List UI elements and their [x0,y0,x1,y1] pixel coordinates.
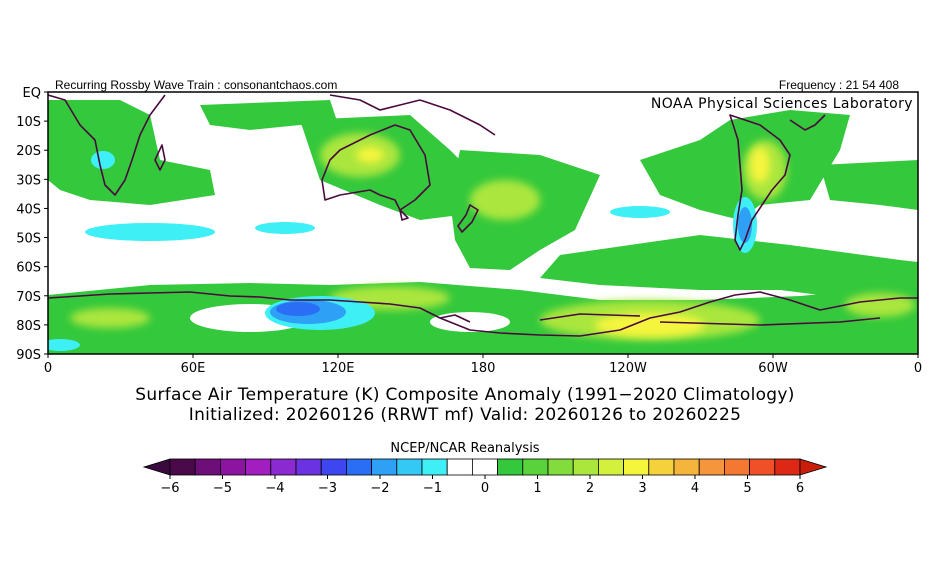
lon-tick-label: 0 [44,361,52,376]
colorbar-swatch [169,458,196,476]
colorbar-label: 4 [691,481,699,496]
lat-tick-label: 40S [16,202,41,217]
colorbar-label: 3 [638,481,646,496]
coast-antarctica [48,291,918,337]
anomaly-region-south-atlantic-warm [820,160,918,210]
lat-tick-label: 80S [16,319,41,334]
colorbar: −6 −5 −4 −3 −2 −1 0 1 2 3 4 5 6 [142,458,828,496]
colorbar-min-arrow [142,458,171,476]
anomaly-region-indian-ocean-cold [85,223,215,241]
map-title: Surface Air Temperature (K) Composite An… [135,385,795,405]
colorbar-swatch [345,458,372,476]
colorbar-swatch [522,458,549,476]
colorbar-label: 0 [481,481,489,496]
colorbar-swatch [572,458,599,476]
source-credit: Recurring Rossby Wave Train : consonantc… [55,78,338,92]
lat-tick-label: 30S [16,173,41,188]
colorbar-label: −2 [370,481,389,496]
coast-africa [48,94,166,196]
colorbar-swatch [471,458,498,476]
colorbar-label: −4 [265,481,284,496]
colorbar-swatch [698,458,725,476]
anomaly-region-africa-warm [48,100,215,205]
colorbar-swatch [320,458,347,476]
colorbar-swatch [648,458,675,476]
colorbar-swatch [219,458,246,476]
colorbar-swatch [421,458,448,476]
anomaly-region-africa-cold [91,151,115,169]
lon-tick-label: 120W [609,361,647,376]
colorbar-swatch [774,458,801,476]
coast-south-america [729,114,791,251]
lat-tick-label: 20S [16,144,41,159]
colorbar-swatch [598,458,625,476]
map-subtitle: Initialized: 20260126 (RRWT mf) Valid: 2… [188,405,742,425]
lat-tick-label: 70S [16,290,41,305]
colorbar-label: −1 [423,481,442,496]
colorbar-max-arrow [799,458,828,476]
colorbar-swatch [749,458,776,476]
colorbar-label: −3 [318,481,337,496]
colorbar-label: −5 [213,481,232,496]
colorbar-swatch [371,458,398,476]
colorbar-label: 1 [533,481,541,496]
colorbar-label: −6 [160,481,179,496]
anomaly-field [48,94,918,354]
lon-tick-label: 180 [471,361,496,376]
lat-tick-label: 90S [16,348,41,363]
colorbar-swatch [623,458,650,476]
anomaly-region-antarctic-cold [276,302,320,316]
lon-tick-label: 120E [321,361,354,376]
colorbar-swatch [724,458,751,476]
longitude-axis: 0 60E 120E 180 120W 60W 0 [44,354,922,376]
lat-tick-label: 10S [16,115,41,130]
lon-tick-label: 0 [914,361,922,376]
colorbar-swatch [547,458,574,476]
colorbar-swatch [194,458,221,476]
frequency-label: Frequency : 21 54 408 [778,78,899,92]
colorbar-swatch [396,458,423,476]
latitude-axis: EQ 10S 20S 30S 40S 50S 60S 70S 80S 90S [16,86,48,363]
coast-australia [321,124,431,211]
colorbar-swatch [295,458,322,476]
colorbar-swatch [673,458,700,476]
colorbar-title: NCEP/NCAR Reanalysis [390,441,540,456]
lat-tick-label: EQ [23,86,41,101]
lab-label: NOAA Physical Sciences Laboratory [650,96,913,112]
lon-tick-label: 60E [181,361,206,376]
colorbar-label: 2 [586,481,594,496]
colorbar-swatch [270,458,297,476]
anomaly-region-southern-ocean-warm [540,235,918,300]
colorbar-swatch [446,458,473,476]
lon-tick-label: 60W [758,361,788,376]
colorbar-swatch [497,458,524,476]
colorbar-label: 5 [743,481,751,496]
lat-tick-label: 60S [16,261,41,276]
lat-tick-label: 50S [16,232,41,247]
colorbar-label: 6 [796,481,804,496]
colorbar-swatch [245,458,272,476]
